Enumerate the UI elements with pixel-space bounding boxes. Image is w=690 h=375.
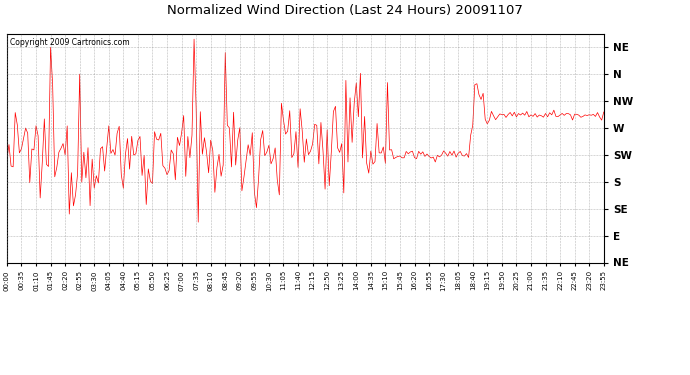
- Text: Normalized Wind Direction (Last 24 Hours) 20091107: Normalized Wind Direction (Last 24 Hours…: [167, 4, 523, 17]
- Text: Copyright 2009 Cartronics.com: Copyright 2009 Cartronics.com: [10, 38, 130, 47]
